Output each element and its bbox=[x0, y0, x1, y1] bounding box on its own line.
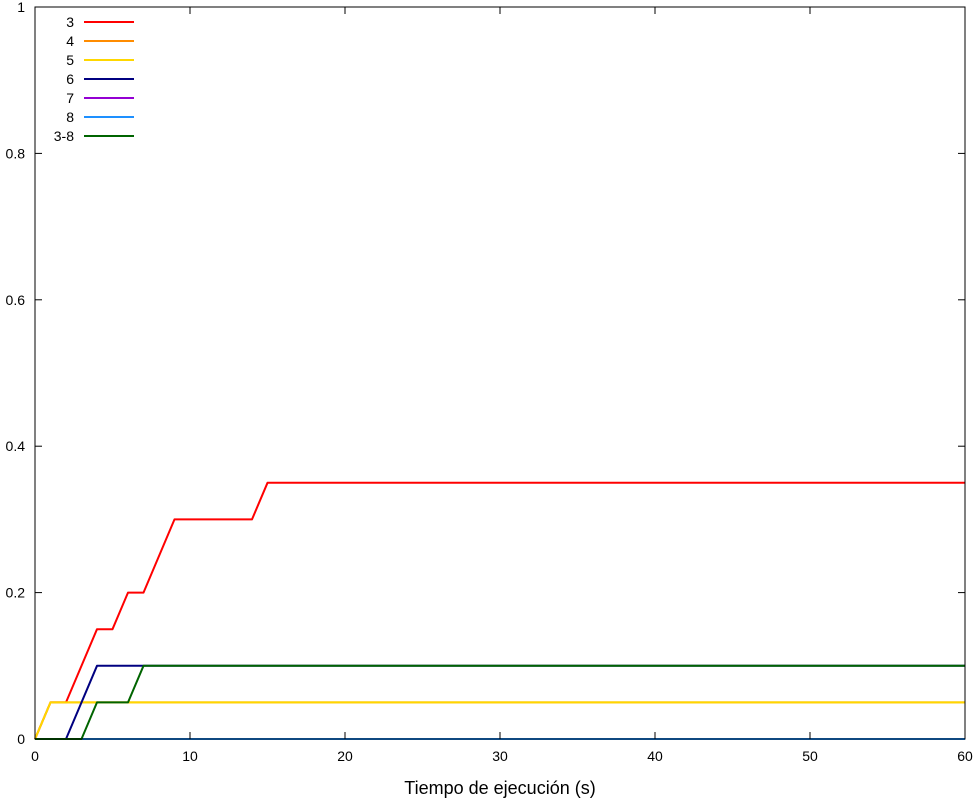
legend-label-3-8: 3-8 bbox=[54, 128, 74, 144]
legend-label-6: 6 bbox=[66, 71, 74, 87]
legend-label-4: 4 bbox=[66, 33, 74, 49]
x-tick-label: 60 bbox=[957, 748, 973, 764]
x-tick-label: 20 bbox=[337, 748, 353, 764]
series-line-3 bbox=[34, 481, 965, 740]
legend-label-8: 8 bbox=[66, 109, 74, 125]
series-line-5 bbox=[34, 701, 965, 740]
legend-label-5: 5 bbox=[66, 52, 74, 68]
x-tick-label: 50 bbox=[802, 748, 818, 764]
x-tick-label: 30 bbox=[492, 748, 508, 764]
y-tick-label: 0.8 bbox=[6, 145, 26, 161]
y-tick-label: 1 bbox=[17, 0, 25, 15]
y-tick-label: 0 bbox=[17, 731, 25, 747]
plot-frame bbox=[34, 6, 966, 740]
legend: 3 4 5 6 7 8 3-8 bbox=[54, 14, 134, 144]
x-tick-label: 10 bbox=[182, 748, 198, 764]
y-tick-label: 0.2 bbox=[6, 585, 26, 601]
y-tick-label: 0.6 bbox=[6, 292, 26, 308]
x-tick-label: 0 bbox=[31, 748, 39, 764]
series-layer bbox=[34, 481, 965, 740]
x-axis-label: Tiempo de ejecución (s) bbox=[404, 778, 595, 798]
y-tick-label: 0.4 bbox=[6, 438, 26, 454]
ticks-layer: 0 10 20 30 40 50 60 0 0.2 0.4 0.6 0.8 1 bbox=[6, 0, 973, 764]
legend-label-7: 7 bbox=[66, 90, 74, 106]
legend-label-3: 3 bbox=[66, 14, 74, 30]
x-tick-label: 40 bbox=[647, 748, 663, 764]
